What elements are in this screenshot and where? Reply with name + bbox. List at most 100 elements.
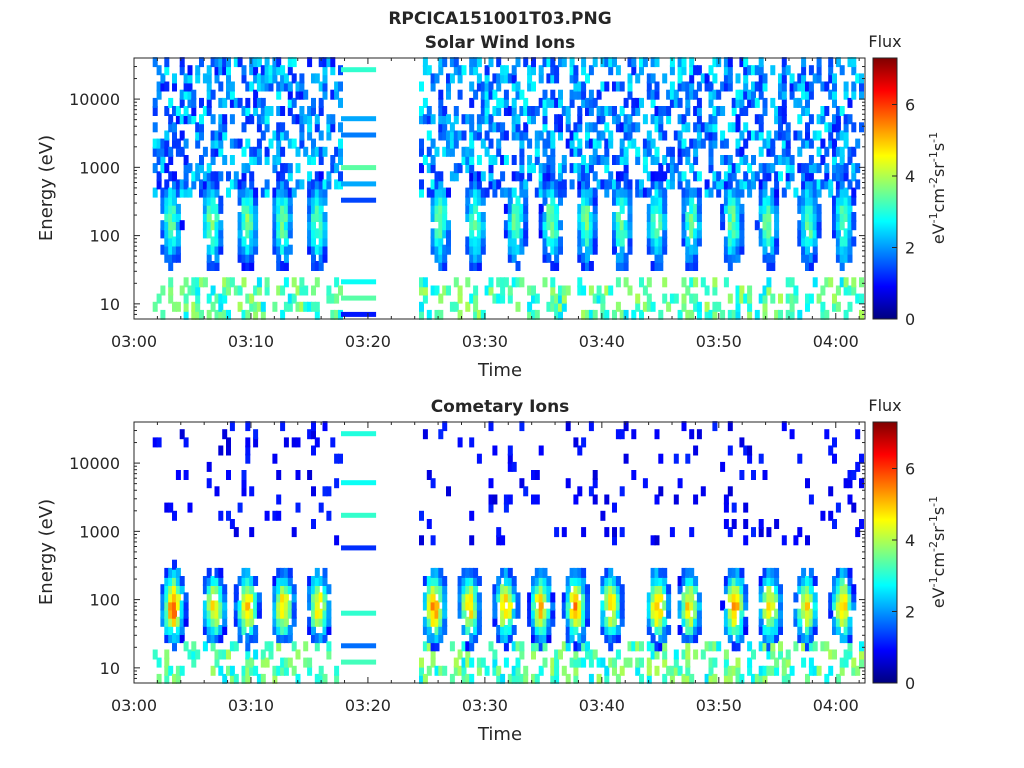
- figure-title: RPCICA151001T03.PNG: [388, 9, 611, 29]
- spectrogram-cell: [511, 665, 517, 676]
- spectrogram-cell: [430, 641, 436, 652]
- spectrogram-cell: [287, 212, 293, 222]
- spectrogram-cell: [546, 155, 552, 165]
- spectrogram-cell: [168, 171, 174, 182]
- spectrogram-cell: [770, 236, 776, 247]
- spectrogram-cell: [658, 584, 664, 595]
- spectrogram-cell: [206, 600, 212, 611]
- spectrogram-cell: [646, 277, 652, 288]
- spectrogram-cell: [689, 633, 695, 644]
- spectrogram-cell: [314, 673, 320, 684]
- spectrogram-cell: [419, 673, 424, 684]
- spectrogram-cell: [515, 665, 521, 676]
- spectrogram-cell: [542, 187, 548, 198]
- spectrogram-cell: [828, 445, 834, 456]
- spectrogram-cell: [554, 261, 560, 271]
- spectrogram-cell: [307, 584, 313, 595]
- spectrogram-cell: [488, 122, 494, 133]
- spectrogram-cell: [615, 649, 621, 660]
- spectrogram-cell: [720, 600, 726, 611]
- spectrogram-cell: [465, 195, 471, 206]
- spectrogram-cell: [237, 252, 243, 263]
- spectrogram-cell: [727, 592, 733, 603]
- spectrogram-cell: [731, 502, 737, 513]
- spectrogram-cell: [693, 608, 699, 619]
- spectrogram-cell: [658, 195, 664, 206]
- spectrogram-cell: [835, 212, 841, 222]
- spectrogram-cell: [631, 97, 637, 108]
- spectrogram-cell: [179, 616, 185, 627]
- spectrogram-cell: [577, 179, 583, 190]
- spectrogram-cell: [430, 535, 436, 546]
- spectrogram-cell: [515, 261, 521, 271]
- spectrogram-cell: [206, 567, 212, 578]
- spectrogram-cell: [828, 138, 834, 149]
- spectrogram-cell: [531, 106, 536, 116]
- spectrogram-cell: [503, 277, 509, 288]
- spectrogram-cell: [743, 171, 749, 182]
- spectrogram-cell: [542, 163, 548, 174]
- spectrogram-cell: [253, 633, 259, 644]
- spectrogram-cell: [276, 576, 282, 586]
- spectrogram-cell: [283, 187, 289, 198]
- spectrogram-cell: [689, 584, 695, 595]
- spectrogram-cell: [214, 179, 220, 190]
- spectrogram-cell: [511, 122, 517, 133]
- spectrogram-cell: [253, 301, 259, 312]
- spectrogram-cell: [812, 179, 818, 190]
- spectrogram-cell: [712, 309, 718, 320]
- spectrogram-cell: [843, 657, 849, 668]
- spectrogram-cell: [735, 244, 741, 255]
- spectrogram-cell: [272, 212, 278, 222]
- spectrogram-cell: [152, 57, 158, 68]
- spectrogram-cell: [696, 138, 702, 149]
- spectrogram-cell: [565, 576, 571, 586]
- spectrogram-cell: [326, 57, 332, 68]
- spectrogram-cell: [708, 187, 714, 198]
- spectrogram-cell: [712, 171, 718, 182]
- spectrogram-cell: [558, 57, 563, 68]
- spectrogram-cell: [172, 592, 177, 603]
- spectrogram-cell: [442, 130, 448, 141]
- spectrogram-cell: [276, 89, 282, 100]
- spectrogram-cell: [256, 138, 262, 149]
- spectrogram-cell: [832, 122, 837, 133]
- spectrogram-cell: [808, 228, 814, 239]
- spectrogram-cell: [689, 429, 695, 440]
- spectrogram-cell: [249, 179, 255, 190]
- spectrogram-cell: [615, 212, 621, 222]
- spectrogram-cell: [778, 641, 783, 652]
- spectrogram-cell: [419, 163, 424, 174]
- spectrogram-cell: [511, 673, 517, 684]
- spectrogram-cell: [241, 625, 247, 635]
- spectrogram-cell: [808, 171, 814, 182]
- spectrogram-cell: [569, 625, 575, 635]
- spectrogram-cell: [608, 641, 614, 652]
- spectrogram-cell: [291, 97, 297, 108]
- spectrogram-cell: [658, 616, 664, 627]
- spectrogram-cell: [330, 293, 336, 304]
- spectrogram-cell: [805, 97, 810, 108]
- spectrogram-cell: [550, 301, 556, 312]
- spectrogram-cell: [612, 114, 617, 125]
- spectrogram-cell: [469, 138, 475, 149]
- spectrogram-cell: [650, 535, 656, 546]
- spectrogram-cell: [299, 285, 305, 296]
- spectrogram-cell: [770, 261, 776, 271]
- spectrogram-cell: [291, 57, 297, 68]
- spectrogram-cell: [781, 73, 787, 84]
- spectrogram-cell: [419, 309, 424, 320]
- spectrogram-cell: [685, 649, 691, 660]
- spectrogram-cell: [218, 114, 224, 125]
- spectrogram-cell: [457, 649, 463, 660]
- spectrogram-cell: [241, 470, 247, 480]
- spectrogram-cell: [191, 301, 197, 312]
- spectrogram-cell: [635, 301, 641, 312]
- spectrogram-cell: [669, 146, 675, 157]
- spectrogram-cell: [218, 649, 224, 660]
- spectrogram-cell: [276, 470, 282, 480]
- spectrogram-cell: [608, 285, 614, 296]
- spectrogram-cell: [531, 633, 536, 644]
- spectrogram-cell: [615, 673, 621, 684]
- spectrogram-cell: [805, 89, 810, 100]
